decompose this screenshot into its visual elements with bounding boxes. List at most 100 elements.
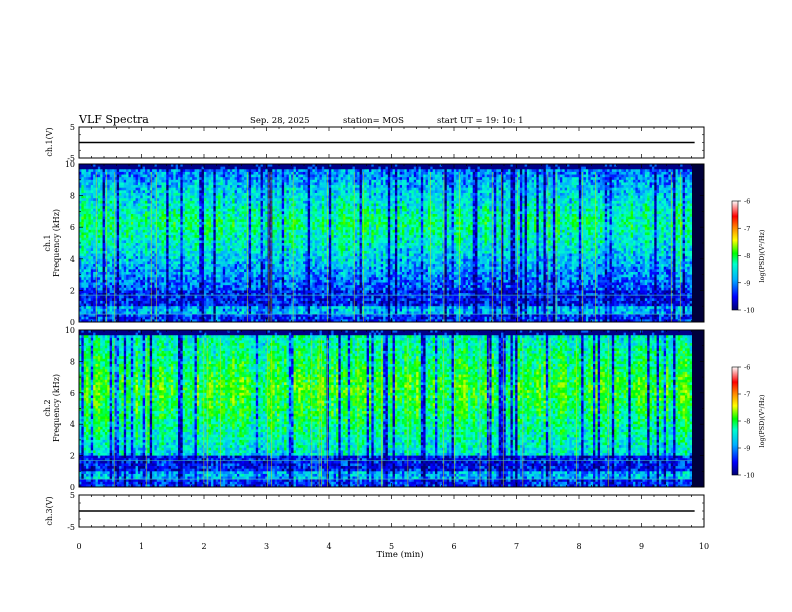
spectrogram-cell [129, 196, 132, 199]
spectrogram-cell [261, 167, 264, 170]
spectrogram-cell [121, 180, 124, 183]
spectrogram-cell [206, 190, 209, 193]
spectrogram-cell [180, 214, 183, 217]
spectrogram-cell [157, 222, 160, 225]
spectrogram-cell [183, 169, 186, 172]
spectrogram-cell [204, 180, 207, 183]
spectrogram-cell [197, 267, 200, 270]
spectrogram-cell [253, 283, 256, 286]
spectrogram-cell [103, 185, 106, 188]
spectrogram-cell [88, 309, 91, 312]
spectrogram-cell [249, 248, 252, 251]
spectrogram-cell [253, 206, 256, 209]
spectrogram-cell [263, 290, 266, 293]
spectrogram-cell [197, 314, 200, 317]
spectrogram-cell [183, 206, 186, 209]
spectrogram-cell [162, 238, 165, 241]
spectrogram-cell [91, 317, 94, 320]
spectrogram-cell [244, 238, 247, 241]
spectrogram-cell [206, 296, 209, 299]
spectrogram-cell [154, 225, 157, 228]
spectrogram-cell [197, 243, 200, 246]
spectrogram-cell [100, 177, 103, 180]
spectrogram-cell [192, 306, 195, 309]
spectrogram-cell [112, 172, 115, 175]
spectrogram-cell [136, 298, 139, 301]
spectrogram-cell [225, 259, 228, 262]
spectrogram-cell [98, 306, 101, 309]
spectrogram-cell [119, 317, 122, 320]
spectrogram-cell [197, 177, 200, 180]
spectrogram-cell [195, 172, 198, 175]
spectrogram-cell [237, 169, 240, 172]
spectrogram-cell [169, 256, 172, 259]
spectrogram-cell [218, 298, 221, 301]
spectrogram-cell [237, 182, 240, 185]
spectrogram-cell [143, 219, 146, 222]
spectrogram-cell [131, 298, 134, 301]
spectrogram-cell [197, 256, 200, 259]
spectrogram-cell [131, 185, 134, 188]
spectrogram-cell [159, 201, 162, 204]
spectrogram-cell [202, 248, 205, 251]
spectrogram-cell [147, 238, 150, 241]
spectrogram-cell [119, 256, 122, 259]
spectrogram-cell [107, 214, 110, 217]
spectrogram-cell [230, 175, 233, 178]
spectrogram-cell [239, 317, 242, 320]
spectrogram-cell [152, 214, 155, 217]
spectrogram-cell [112, 193, 115, 196]
spectrogram-cell [246, 206, 249, 209]
spectrogram-cell [171, 193, 174, 196]
spectrogram-cell [96, 283, 99, 286]
spectrogram-cell [171, 235, 174, 238]
spectrogram-cell [242, 290, 245, 293]
spectrogram-cell [218, 317, 221, 320]
spectrogram-cell [136, 283, 139, 286]
spectrogram-cell [171, 204, 174, 207]
spectrogram-cell [195, 227, 198, 230]
spectrogram-cell [96, 296, 99, 299]
spectrogram-cell [100, 298, 103, 301]
spectrogram-cell [192, 204, 195, 207]
spectrogram-cell [176, 306, 179, 309]
spectrogram-cell [263, 264, 266, 267]
spectrogram-cell [119, 280, 122, 283]
spectrogram-cell [117, 196, 120, 199]
spectrogram-cell [166, 169, 169, 172]
spectrogram-cell [129, 182, 132, 185]
spectrogram-cell [261, 259, 264, 262]
spectrogram-cell [218, 277, 221, 280]
spectrogram-cell [228, 275, 231, 278]
spectrogram-cell [211, 285, 214, 288]
spectrogram-cell [140, 217, 143, 220]
spectrogram-cell [124, 288, 127, 291]
spectrogram-cell [199, 185, 202, 188]
spectrogram-cell [171, 167, 174, 170]
spectrogram-cell [187, 309, 190, 312]
spectrogram-cell [253, 259, 256, 262]
spectrogram-cell [147, 251, 150, 254]
spectrogram-cell [96, 272, 99, 275]
spectrogram-cell [100, 188, 103, 191]
spectrogram-cell [218, 219, 221, 222]
spectrogram-cell [159, 196, 162, 199]
spectrogram-cell [110, 180, 113, 183]
spectrogram-cell [237, 256, 240, 259]
spectrogram-cell [251, 235, 254, 238]
spectrogram-cell [93, 232, 96, 235]
spectrogram-cell [218, 175, 221, 178]
spectrogram-cell [265, 201, 268, 204]
spectrogram-cell [131, 314, 134, 317]
spectrogram-cell [138, 259, 141, 262]
spectrogram-cell [147, 175, 150, 178]
spectrogram-cell [209, 232, 212, 235]
spectrogram-cell [178, 225, 181, 228]
spectrogram-cell [138, 243, 141, 246]
spectrogram-cell [185, 172, 188, 175]
spectrogram-cell [107, 238, 110, 241]
spectrogram-cell [237, 306, 240, 309]
spectrogram-cell [180, 269, 183, 272]
spectrogram-cell [209, 188, 212, 191]
spectrogram-cell [216, 298, 219, 301]
